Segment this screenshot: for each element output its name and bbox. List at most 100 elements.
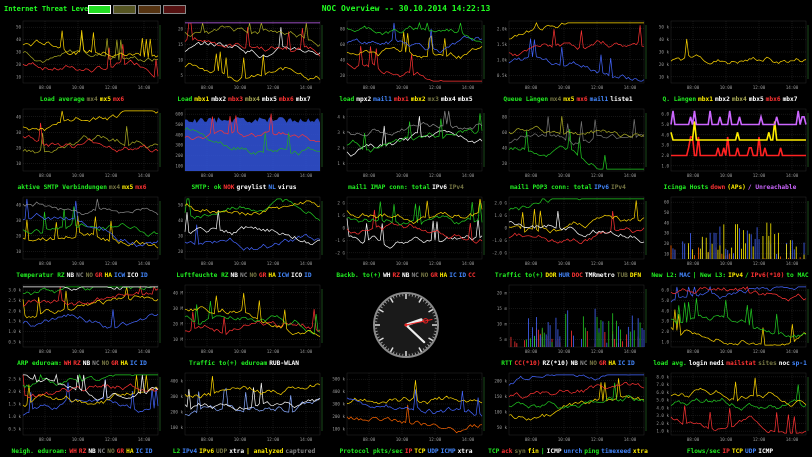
- y-tick-label: 20 M: [173, 321, 184, 326]
- x-tick-label: 10:00: [72, 349, 85, 354]
- caption-part: GR: [258, 272, 267, 279]
- plot-area: [184, 284, 321, 348]
- x-tick-label: 12:00: [753, 173, 766, 178]
- y-tick-label: 2 G: [337, 201, 345, 206]
- y-tick-label: 1.5k: [497, 42, 508, 47]
- graph-caption: load mpx2 mail1 mbx1 mbx2 mx3 mbx4 mbx5: [325, 96, 487, 103]
- graph-traffic-eduroam: 40 M 30 M 20 M 10 M 08:00 10:00 12:00 14:00 Traf…: [163, 281, 325, 369]
- caption-part: ARP eduroam:: [17, 360, 62, 367]
- x-tick-label: 14:00: [462, 173, 475, 178]
- y-tick-label: 2.0 k: [656, 421, 669, 426]
- clock-tick: [427, 304, 430, 306]
- series-line: [184, 22, 321, 47]
- y-tick-label: 200 k: [332, 414, 345, 419]
- caption-part: mx4: [86, 96, 98, 103]
- y-tick-label: 300: [175, 143, 183, 148]
- x-tick-label: 14:00: [300, 261, 313, 266]
- y-tick-label: 60: [664, 200, 670, 205]
- x-tick-label: 14:00: [624, 85, 637, 90]
- caption-part: NB: [230, 272, 238, 279]
- caption-part: mail1 IMAP conn: total: [348, 184, 431, 191]
- caption-part: GR: [430, 272, 438, 279]
- caption-part: NC: [580, 360, 588, 367]
- y-tick-label: 20: [16, 233, 22, 238]
- x-tick-label: 14:00: [300, 437, 313, 442]
- x-tick-label: 14:00: [786, 437, 799, 442]
- caption-part: RZ: [73, 360, 81, 367]
- x-tick-label: 10:00: [720, 349, 733, 354]
- series-line: [184, 308, 321, 336]
- caption-part: mbx7: [782, 96, 798, 103]
- x-tick-label: 14:00: [138, 437, 151, 442]
- series-line: [184, 224, 321, 251]
- y-tick-label: 20: [16, 62, 22, 67]
- caption-part: mx4: [108, 184, 121, 191]
- caption-part: UDP: [745, 448, 757, 455]
- caption-part: ack: [501, 448, 513, 455]
- graph-arp-eduroam: 3.0 k 2.5 k 2.0 k 1.5 k 1.0 k 0.5 k 08:00 10:00…: [1, 281, 163, 369]
- caption-part: RZ: [78, 448, 87, 455]
- y-tick-label: 30: [16, 218, 22, 223]
- x-tick-label: 14:00: [462, 85, 475, 90]
- series-line: [346, 404, 483, 434]
- caption-part: xtra: [457, 448, 473, 455]
- graph-caption: Luftfeuchte RZ NB NC NO GR HA ICW ICO ID: [163, 272, 325, 279]
- caption-part: NB: [88, 448, 96, 455]
- y-tick-label: 5 m: [499, 337, 507, 342]
- caption-part: IPv6(*10): [750, 272, 785, 279]
- x-tick-label: 08:00: [201, 85, 214, 90]
- y-tick-label: 5: [180, 73, 183, 78]
- y-tick-label: 8.0 k: [656, 374, 669, 379]
- caption-part: ICO: [290, 272, 303, 279]
- caption-part: L2: [172, 448, 181, 455]
- y-tick-label: 40: [16, 114, 22, 119]
- series-line: [22, 44, 159, 78]
- graph-caption: mail1 POP3 conn: total IPv6 IPv4: [487, 184, 649, 191]
- caption-part: IP: [722, 448, 730, 455]
- clock-tick: [380, 306, 383, 309]
- graph-clock: [325, 281, 487, 369]
- caption-part: mbx3: [228, 96, 243, 103]
- caption-part: mx3: [427, 96, 439, 103]
- clock-tick: [427, 344, 430, 346]
- series-line: [508, 210, 645, 244]
- x-tick-label: 08:00: [525, 173, 538, 178]
- plot-area: [184, 372, 321, 436]
- clock-tick: [422, 299, 425, 302]
- x-tick-label: 10:00: [558, 349, 571, 354]
- x-tick-label: 10:00: [234, 349, 247, 354]
- y-tick-label: 5.0: [661, 298, 669, 303]
- caption-part: NC: [92, 360, 100, 367]
- caption-part: mx5: [99, 96, 111, 103]
- x-tick-label: 14:00: [300, 349, 313, 354]
- y-tick-label: 1 k: [337, 161, 345, 166]
- clock-center: [404, 323, 408, 327]
- caption-part: WH: [63, 360, 72, 367]
- graph-caption: Protocol pkts/sec IP TCP UDP ICMP xtra: [325, 448, 487, 455]
- y-tick-label: 1.0k: [497, 57, 508, 62]
- caption-part: mail1 POP3 conn: total: [510, 184, 593, 191]
- caption-part: RUB-WLAN: [269, 360, 300, 367]
- x-tick-label: 10:00: [72, 437, 85, 442]
- graph-caption: Flows/sec IP TCP UDP ICMP: [649, 448, 811, 455]
- caption-part: mailstat: [726, 360, 757, 367]
- clock-tick: [429, 306, 432, 309]
- caption-part: DOR: [545, 272, 557, 279]
- x-tick-label: 08:00: [525, 437, 538, 442]
- x-tick-label: 08:00: [363, 173, 376, 178]
- graph-caption: load avg. login nedi mailstat sites noc sp-1: [649, 360, 811, 367]
- x-tick-label: 08:00: [39, 349, 52, 354]
- y-tick-label: 6.0 k: [656, 390, 669, 395]
- x-tick-label: 12:00: [267, 85, 280, 90]
- x-tick-label: 10:00: [558, 85, 571, 90]
- x-tick-label: 08:00: [363, 85, 376, 90]
- series-line: [508, 382, 645, 409]
- x-tick-label: 14:00: [786, 349, 799, 354]
- series-line: [22, 309, 159, 329]
- caption-part: captured: [285, 448, 316, 455]
- caption-part: fin: [527, 448, 539, 455]
- graph-caption: Temperatur RZ NB NC NO GR HA ICW ICO ID: [1, 272, 163, 279]
- y-tick-label: 40: [502, 145, 508, 150]
- caption-part: NB: [66, 272, 75, 279]
- y-tick-label: 0.5k: [497, 73, 508, 78]
